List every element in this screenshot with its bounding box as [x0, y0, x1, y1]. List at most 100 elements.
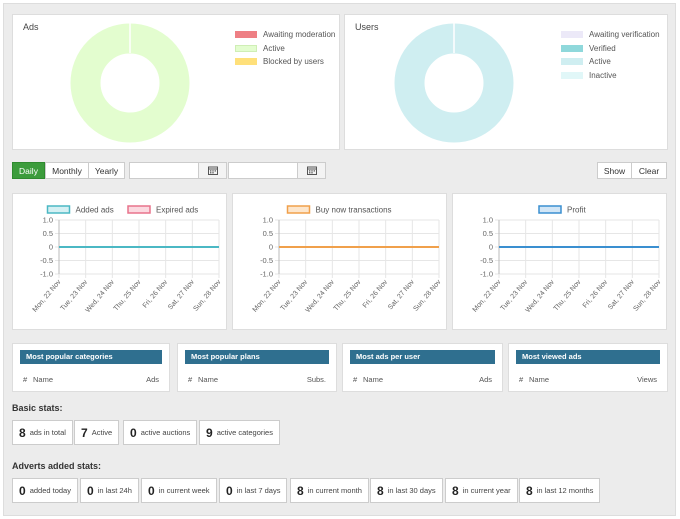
y-tick-label: -0.5	[40, 256, 53, 265]
col-count: Views	[637, 375, 657, 384]
users-chart-panel: Users Awaiting verification Verified Act…	[344, 14, 668, 150]
legend-swatch	[561, 58, 583, 66]
stat-last-30-days: 8 in last 30 days	[370, 478, 443, 503]
legend-swatch	[538, 205, 562, 214]
monthly-button[interactable]: Monthly	[45, 162, 89, 179]
stat-label: in current week	[158, 486, 210, 495]
stat-value: 0	[19, 483, 26, 498]
ads-panel-title: Ads	[23, 22, 39, 32]
legend-swatch	[235, 44, 257, 52]
users-panel-title: Users	[355, 22, 379, 32]
x-tick-label: Wed, 24 Nov	[305, 278, 337, 314]
date-to-input[interactable]	[228, 162, 298, 179]
col-count: Subs.	[306, 375, 326, 384]
legend-item-awaiting-moderation[interactable]: Awaiting moderation	[235, 28, 335, 42]
y-tick-label: -0.5	[480, 256, 493, 265]
users-doughnut-chart	[394, 23, 514, 143]
legend-swatch	[46, 205, 71, 214]
profit-line-chart-panel: 1.0 0.5 0 -0.5 -1.0 Mon, 22 Nov Tue, 23 Nov Wed…	[452, 193, 667, 330]
x-tick-label: Fri, 26 Nov	[142, 278, 170, 309]
date-from-input[interactable]	[129, 162, 199, 179]
stat-label: in last 7 days	[236, 486, 281, 495]
y-tick-label: 1.0	[43, 216, 53, 225]
ads-chart-panel: Ads Awaiting moderation Active Blocked b…	[12, 14, 340, 150]
legend-label: Awaiting moderation	[263, 30, 336, 40]
most-viewed-ads-panel: Most viewed ads # Name Views	[508, 343, 668, 392]
list-column-headers: # Name Subs.	[188, 375, 326, 384]
legend-label: Inactive	[589, 70, 617, 80]
list-column-headers: # Name Ads	[23, 375, 159, 384]
legend-swatch	[561, 44, 583, 52]
buy-now-line-chart-panel: 1.0 0.5 0 -0.5 -1.0 Mon, 22 Nov Tue, 23 Nov Wed…	[232, 193, 447, 330]
legend-label: Buy now transactions	[316, 206, 392, 215]
stat-active: 7 Active	[74, 420, 120, 445]
show-button[interactable]: Show	[597, 162, 632, 179]
col-hash: #	[519, 375, 524, 384]
legend-item-awaiting-verification[interactable]: Awaiting verification	[561, 28, 660, 42]
stat-current-year: 8 in current year	[445, 478, 518, 503]
stat-value: 0	[130, 425, 137, 440]
stat-value: 9	[206, 425, 213, 440]
y-tick-label: 0	[489, 243, 493, 252]
col-name: Name	[33, 375, 54, 384]
stat-active-auctions: 0 active auctions	[123, 420, 198, 445]
stat-label: in current year	[462, 486, 511, 495]
yearly-button[interactable]: Yearly	[88, 162, 125, 179]
ads-doughnut-chart	[70, 23, 190, 143]
stat-label: in current month	[307, 486, 362, 495]
y-tick-label: 0.5	[483, 229, 493, 238]
legend-item-active[interactable]: Active	[561, 55, 660, 69]
col-hash: #	[188, 375, 193, 384]
x-tick-label: Fri, 26 Nov	[362, 278, 390, 309]
popular-categories-panel: Most popular categories # Name Ads	[12, 343, 170, 392]
legend-label: Added ads	[76, 206, 114, 215]
stat-value: 8	[526, 483, 533, 498]
stat-current-week: 0 in current week	[141, 478, 217, 503]
stat-value: 8	[19, 425, 26, 440]
y-tick-label: 1.0	[483, 216, 493, 225]
date-from-calendar-button[interactable]	[198, 162, 227, 179]
stat-label: active auctions	[140, 428, 191, 437]
legend-item-blocked-by-users[interactable]: Blocked by users	[235, 55, 335, 69]
calendar-icon	[207, 166, 218, 175]
list-column-headers: # Name Views	[519, 375, 657, 384]
popular-plans-panel: Most popular plans # Name Subs.	[177, 343, 337, 392]
legend-label: Blocked by users	[263, 57, 324, 67]
legend-item-inactive[interactable]: Inactive	[561, 69, 660, 83]
users-legend: Awaiting verification Verified Active In…	[561, 28, 660, 82]
legend-item-verified[interactable]: Verified	[561, 42, 660, 56]
legend-label: Active	[263, 43, 285, 53]
date-to-calendar-button[interactable]	[297, 162, 326, 179]
x-tick-label: Tue, 23 Nov	[499, 278, 529, 312]
col-name: Name	[529, 375, 550, 384]
popular-plans-header: Most popular plans	[185, 350, 329, 364]
stat-value: 8	[297, 483, 304, 498]
stat-last-7-days: 0 in last 7 days	[219, 478, 288, 503]
col-count: Ads	[146, 375, 159, 384]
x-tick-label: Sat, 27 Nov	[607, 278, 636, 311]
legend-item-active[interactable]: Active	[235, 42, 335, 56]
calendar-icon	[306, 166, 317, 175]
stat-label: active categories	[216, 428, 273, 437]
popular-categories-header: Most popular categories	[20, 350, 162, 364]
col-name: Name	[198, 375, 219, 384]
x-tick-label: Fri, 26 Nov	[582, 278, 610, 309]
legend-label: Expired ads	[156, 206, 198, 215]
clear-button[interactable]: Clear	[631, 162, 667, 179]
y-tick-label: 0	[269, 243, 273, 252]
legend-swatch	[127, 205, 151, 214]
stat-label: in last 24h	[97, 486, 132, 495]
x-tick-label: Sun, 28 Nov	[192, 278, 222, 312]
daily-button[interactable]: Daily	[12, 162, 45, 179]
legend-label: Active	[589, 57, 611, 67]
legend-swatch	[286, 205, 311, 214]
x-tick-label: Thu, 25 Nov	[113, 278, 143, 312]
y-tick-label: -0.5	[260, 256, 273, 265]
legend-label: Verified	[589, 43, 616, 53]
stat-value: 7	[81, 425, 88, 440]
basic-stats-title: Basic stats:	[12, 403, 63, 413]
most-ads-per-user-header: Most ads per user	[350, 350, 495, 364]
list-column-headers: # Name Ads	[353, 375, 492, 384]
